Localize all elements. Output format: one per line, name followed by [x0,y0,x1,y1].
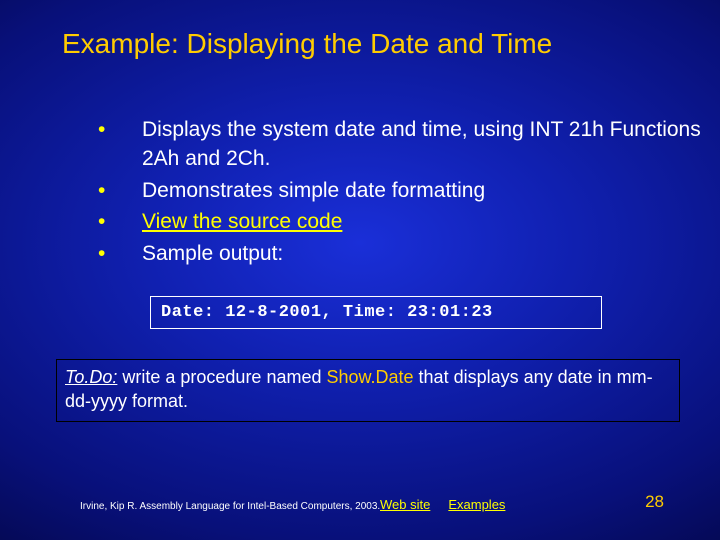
todo-label: To.Do: [65,367,117,387]
bullet-dot-icon: • [120,239,142,268]
bullet-link[interactable]: View the source code [142,210,342,233]
bullet-list: •Displays the system date and time, usin… [80,115,720,268]
todo-highlight: Show.Date [326,367,413,387]
bullet-item: •View the source code [120,207,720,236]
bullet-text: Displays the system date and time, using… [142,118,701,170]
bullet-dot-icon: • [120,207,142,236]
footer-links: Web site Examples [380,497,523,512]
footer-link[interactable]: Examples [448,497,505,512]
bullet-item: •Displays the system date and time, usin… [120,115,720,174]
bullet-text: Demonstrates simple date formatting [142,179,485,202]
bullet-dot-icon: • [120,176,142,205]
code-output-box: Date: 12-8-2001, Time: 23:01:23 [150,296,602,329]
bullet-item: •Demonstrates simple date formatting [120,176,720,205]
bullet-dot-icon: • [120,115,142,144]
todo-text-before: write a procedure named [117,367,326,387]
page-number: 28 [645,492,664,512]
slide: Example: Displaying the Date and Time •D… [0,0,720,540]
todo-box: To.Do: write a procedure named Show.Date… [56,359,680,422]
bullet-item: •Sample output: [120,239,720,268]
footer-link[interactable]: Web site [380,497,430,512]
bullet-text: Sample output: [142,242,283,265]
slide-title: Example: Displaying the Date and Time [0,0,720,60]
footer-citation: Irvine, Kip R. Assembly Language for Int… [80,501,380,512]
